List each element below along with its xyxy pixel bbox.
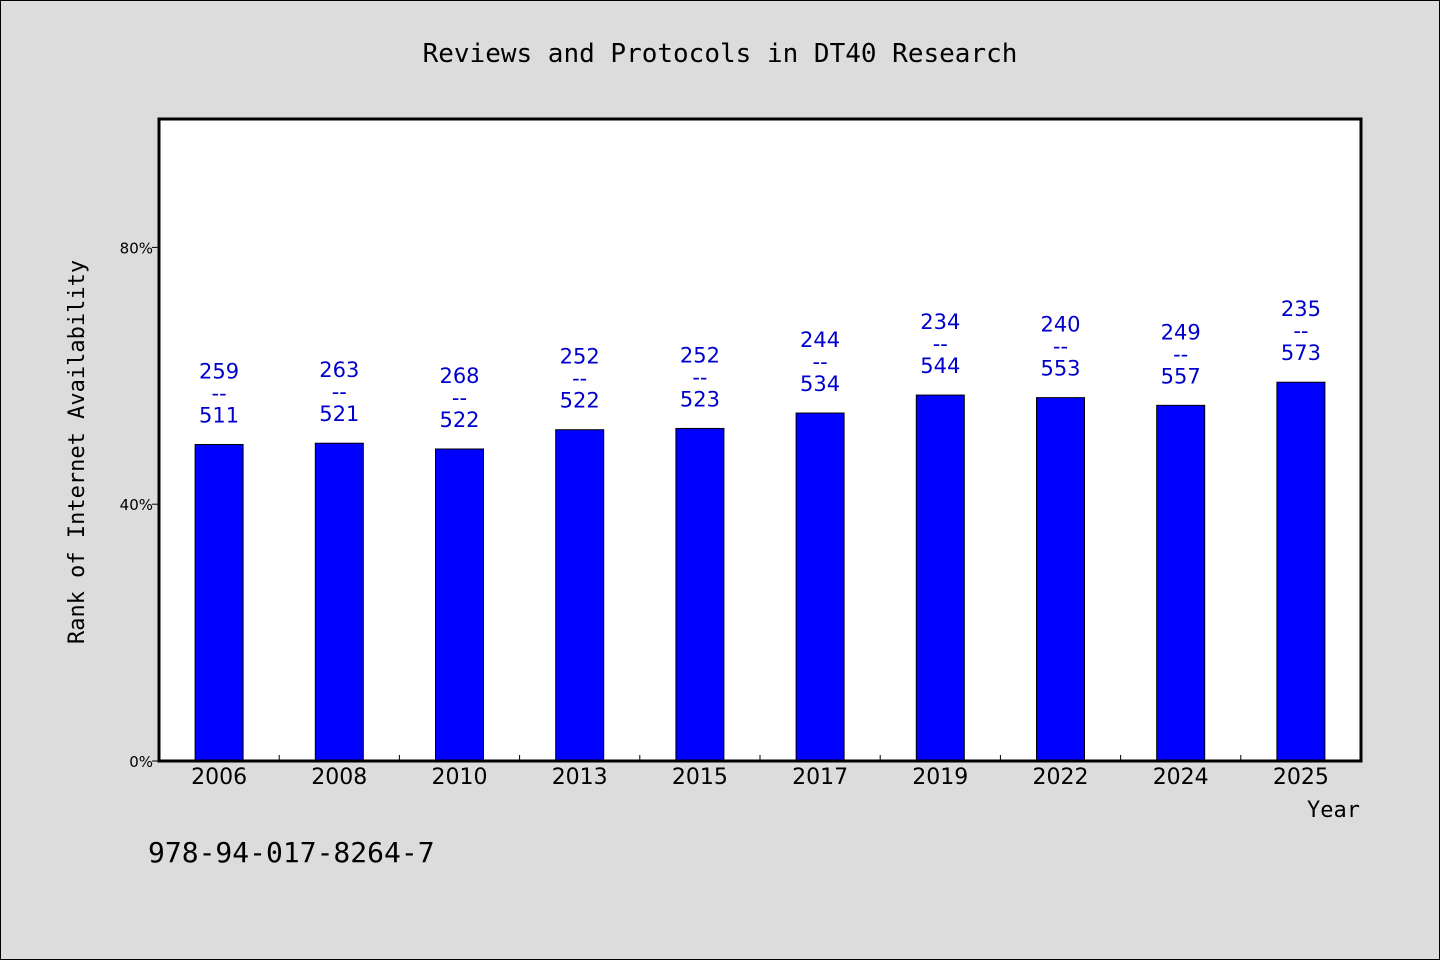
data-label-top-2006: 259 (199, 359, 239, 383)
bar-2017 (795, 412, 845, 762)
data-label-separator-2025: -- (1293, 319, 1308, 343)
y-tick-label-40: 40% (120, 496, 153, 514)
bar-2013 (555, 429, 605, 762)
data-label-top-2022: 240 (1040, 313, 1080, 337)
x-tick-label-2008: 2008 (311, 765, 367, 790)
data-label-separator-2010: -- (452, 386, 467, 410)
x-tick-label-2006: 2006 (191, 765, 247, 790)
x-tick-label-2024: 2024 (1153, 765, 1209, 790)
data-label-bottom-2006: 511 (199, 403, 239, 427)
y-axis-label: Rank of Internet Availability (65, 260, 90, 644)
data-label-bottom-2010: 522 (439, 408, 479, 432)
bar-2015 (675, 427, 725, 762)
x-tick-label-2025: 2025 (1273, 765, 1329, 790)
data-label-top-2019: 234 (920, 310, 960, 334)
x-axis-label: Year (1307, 798, 1360, 823)
chart-title: Reviews and Protocols in DT40 Research (423, 39, 1018, 69)
x-tick-label-2019: 2019 (912, 765, 968, 790)
data-label-bottom-2008: 521 (319, 402, 359, 426)
x-tick-label-2013: 2013 (552, 765, 608, 790)
data-label-bottom-2015: 523 (680, 387, 720, 411)
x-tick-label-2010: 2010 (432, 765, 488, 790)
footer-code: 978-94-017-8264-7 (148, 836, 435, 869)
data-label-separator-2008: -- (332, 380, 347, 404)
bar-2025 (1276, 381, 1326, 762)
data-label-top-2008: 263 (319, 358, 359, 382)
data-label-top-2013: 252 (560, 345, 600, 369)
data-label-separator-2006: -- (212, 381, 227, 405)
bar-2019 (915, 394, 965, 762)
data-label-bottom-2013: 522 (560, 389, 600, 413)
data-label-separator-2013: -- (572, 367, 587, 391)
data-label-separator-2017: -- (813, 350, 828, 374)
data-label-top-2015: 252 (680, 343, 720, 367)
data-label-bottom-2024: 557 (1161, 364, 1201, 388)
x-tick-label-2015: 2015 (672, 765, 728, 790)
data-label-separator-2024: -- (1173, 342, 1188, 366)
x-tick-label-2022: 2022 (1033, 765, 1089, 790)
data-label-bottom-2022: 553 (1040, 357, 1080, 381)
data-label-separator-2022: -- (1053, 335, 1068, 359)
data-label-bottom-2019: 544 (920, 354, 960, 378)
y-tick-label-0: 0% (129, 753, 153, 771)
data-label-top-2010: 268 (439, 364, 479, 388)
bar-2024 (1156, 404, 1206, 762)
x-tick-label-2017: 2017 (792, 765, 848, 790)
data-label-bottom-2017: 534 (800, 372, 840, 396)
data-label-bottom-2025: 573 (1281, 341, 1321, 365)
data-label-separator-2015: -- (692, 365, 707, 389)
y-tick-label-80: 80% (120, 239, 153, 257)
bar-2022 (1036, 397, 1085, 762)
data-label-top-2017: 244 (800, 328, 840, 352)
data-label-top-2024: 249 (1161, 320, 1201, 344)
data-label-top-2025: 235 (1281, 297, 1321, 321)
bar-2008 (314, 442, 364, 762)
data-label-separator-2019: -- (933, 332, 948, 356)
bar-2006 (194, 443, 244, 762)
bar-2010 (435, 448, 484, 762)
